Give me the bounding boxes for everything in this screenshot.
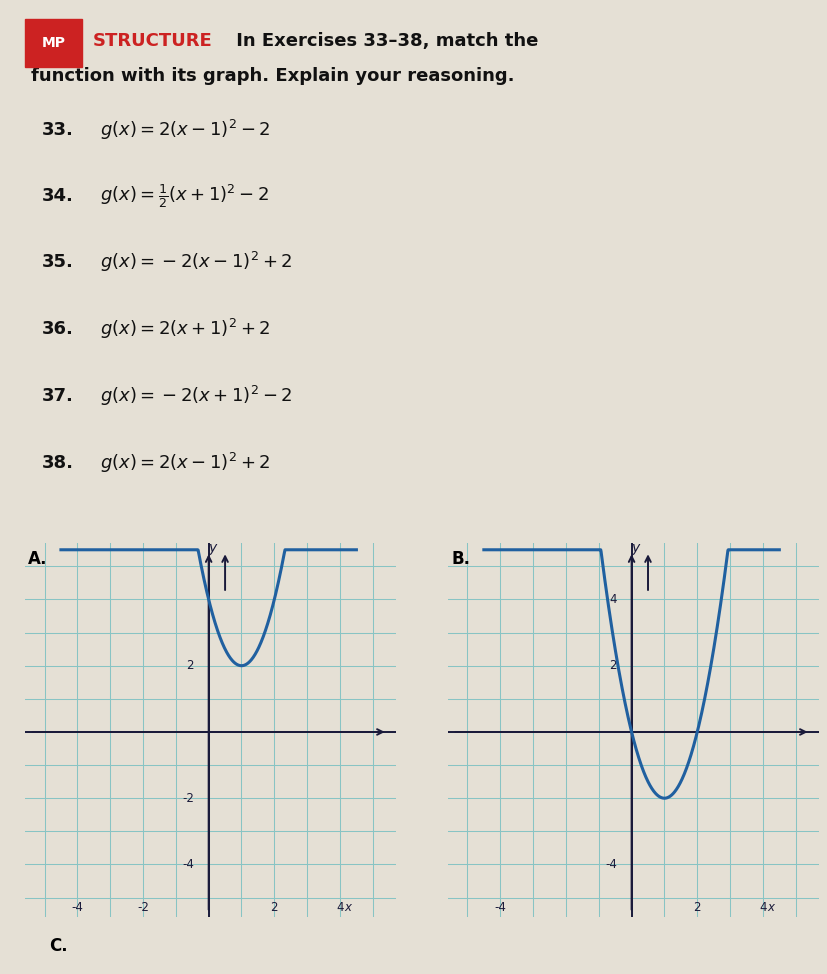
Text: B.: B. <box>451 549 470 568</box>
Text: $g(x) = \frac{1}{2}(x + 1)^2 - 2$: $g(x) = \frac{1}{2}(x + 1)^2 - 2$ <box>100 182 270 209</box>
Text: -2: -2 <box>182 792 194 805</box>
FancyBboxPatch shape <box>25 19 82 67</box>
Text: -4: -4 <box>495 901 506 914</box>
Text: $g(x) = -2(x + 1)^2 - 2$: $g(x) = -2(x + 1)^2 - 2$ <box>100 384 293 408</box>
Text: 33.: 33. <box>42 122 74 139</box>
Text: 4: 4 <box>609 593 617 606</box>
Text: 38.: 38. <box>42 454 74 472</box>
Text: A.: A. <box>28 549 48 568</box>
Text: -4: -4 <box>71 901 84 914</box>
Text: $g(x) = -2(x - 1)^2 + 2$: $g(x) = -2(x - 1)^2 + 2$ <box>100 250 293 275</box>
Text: In Exercises 33–38, match the: In Exercises 33–38, match the <box>230 32 538 51</box>
Text: $g(x) = 2(x - 1)^2 - 2$: $g(x) = 2(x - 1)^2 - 2$ <box>100 118 270 142</box>
Text: y: y <box>208 541 217 555</box>
Text: -4: -4 <box>605 858 617 871</box>
Text: -4: -4 <box>182 858 194 871</box>
Text: -2: -2 <box>137 901 149 914</box>
Text: STRUCTURE: STRUCTURE <box>93 32 212 51</box>
Text: 2: 2 <box>609 659 617 672</box>
Text: 35.: 35. <box>42 253 74 272</box>
Text: 36.: 36. <box>42 320 74 338</box>
Text: MP: MP <box>41 36 65 50</box>
Text: 34.: 34. <box>42 187 74 205</box>
Text: y: y <box>631 541 639 555</box>
Text: 4: 4 <box>759 901 767 914</box>
Text: 37.: 37. <box>42 387 74 405</box>
Text: x: x <box>767 901 774 914</box>
Text: 4: 4 <box>337 901 344 914</box>
Text: function with its graph. Explain your reasoning.: function with its graph. Explain your re… <box>31 67 514 86</box>
Text: x: x <box>344 901 351 914</box>
Text: C.: C. <box>49 937 67 955</box>
Text: 2: 2 <box>186 659 194 672</box>
Text: $g(x) = 2(x - 1)^2 + 2$: $g(x) = 2(x - 1)^2 + 2$ <box>100 451 270 475</box>
Text: $g(x) = 2(x + 1)^2 + 2$: $g(x) = 2(x + 1)^2 + 2$ <box>100 318 270 342</box>
Text: 2: 2 <box>694 901 701 914</box>
Text: 2: 2 <box>270 901 278 914</box>
